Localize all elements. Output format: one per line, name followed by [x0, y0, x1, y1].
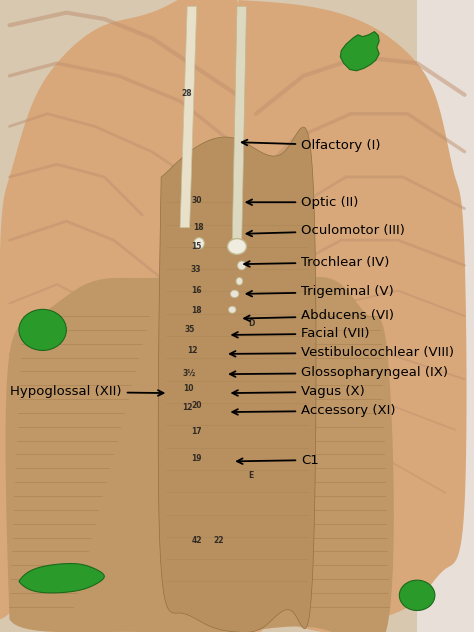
Text: 16: 16	[191, 286, 202, 295]
Ellipse shape	[237, 261, 246, 270]
Text: 18: 18	[193, 223, 203, 232]
Polygon shape	[236, 0, 466, 632]
Ellipse shape	[228, 307, 236, 313]
Text: Olfactory (I): Olfactory (I)	[242, 139, 381, 152]
Polygon shape	[6, 277, 394, 632]
Text: 15: 15	[191, 242, 202, 251]
Polygon shape	[340, 32, 379, 71]
Polygon shape	[417, 0, 474, 632]
Text: 17: 17	[191, 427, 202, 435]
Text: 22: 22	[214, 536, 224, 545]
Text: Hypoglossal (XII): Hypoglossal (XII)	[10, 386, 164, 398]
Ellipse shape	[230, 290, 239, 298]
Text: 42: 42	[191, 536, 202, 545]
Polygon shape	[180, 6, 197, 228]
Text: Oculomotor (III): Oculomotor (III)	[246, 224, 405, 237]
Text: Trochlear (IV): Trochlear (IV)	[244, 256, 389, 269]
Ellipse shape	[236, 277, 243, 285]
Text: Vestibulocochlear (VIII): Vestibulocochlear (VIII)	[230, 346, 454, 359]
Text: 18: 18	[191, 307, 202, 315]
Text: 12: 12	[182, 403, 193, 412]
Text: 3½: 3½	[182, 368, 195, 377]
Ellipse shape	[228, 239, 246, 254]
Text: 30: 30	[191, 197, 202, 205]
Text: 33: 33	[190, 265, 201, 274]
Text: Facial (VII): Facial (VII)	[232, 327, 370, 340]
Polygon shape	[19, 564, 104, 593]
Text: 28: 28	[181, 89, 191, 98]
Ellipse shape	[399, 580, 435, 611]
Text: 35: 35	[184, 325, 195, 334]
Polygon shape	[232, 6, 246, 240]
Text: E: E	[248, 471, 254, 480]
Text: 12: 12	[187, 346, 197, 355]
Text: C1: C1	[237, 454, 319, 466]
Text: Accessory (XI): Accessory (XI)	[232, 404, 395, 417]
Text: Optic (II): Optic (II)	[246, 196, 358, 209]
Polygon shape	[0, 0, 244, 619]
Text: 20: 20	[191, 401, 202, 410]
Text: Abducens (VI): Abducens (VI)	[244, 310, 394, 322]
Polygon shape	[158, 127, 316, 632]
Ellipse shape	[19, 309, 66, 350]
Text: D: D	[248, 319, 255, 328]
Text: 10: 10	[183, 384, 194, 393]
Text: Trigeminal (V): Trigeminal (V)	[246, 286, 394, 298]
Ellipse shape	[194, 238, 204, 249]
Text: Vagus (X): Vagus (X)	[232, 386, 365, 398]
Text: 19: 19	[191, 454, 202, 463]
Text: Glossopharyngeal (IX): Glossopharyngeal (IX)	[230, 367, 448, 379]
